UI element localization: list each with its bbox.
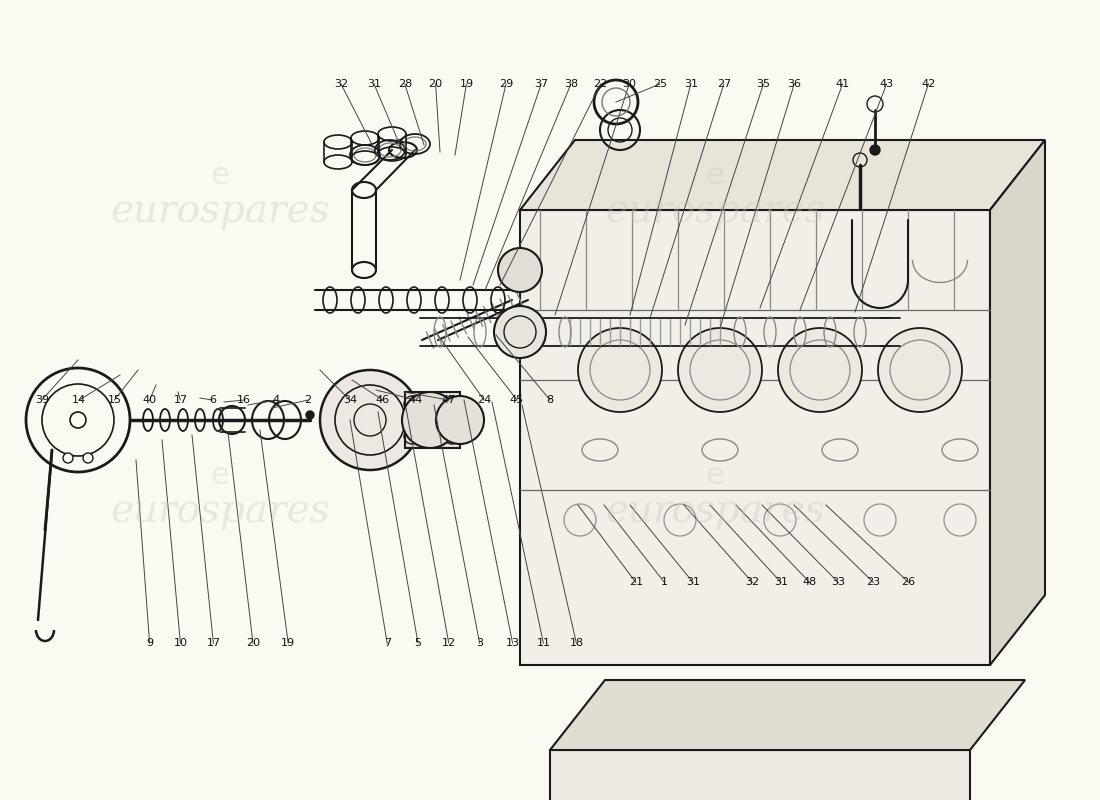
Text: 18: 18 bbox=[570, 638, 583, 648]
Text: 41: 41 bbox=[836, 79, 849, 89]
Text: 17: 17 bbox=[174, 395, 187, 405]
Text: eurospares: eurospares bbox=[110, 194, 330, 230]
Circle shape bbox=[870, 145, 880, 155]
Text: 29: 29 bbox=[499, 79, 513, 89]
Text: 27: 27 bbox=[717, 79, 730, 89]
Text: 30: 30 bbox=[623, 79, 636, 89]
Text: 48: 48 bbox=[803, 578, 816, 587]
Polygon shape bbox=[520, 140, 1045, 210]
Text: 32: 32 bbox=[746, 578, 759, 587]
Circle shape bbox=[320, 370, 420, 470]
Text: 17: 17 bbox=[207, 638, 220, 648]
Text: 9: 9 bbox=[146, 638, 153, 648]
Text: e: e bbox=[705, 162, 725, 190]
Text: 42: 42 bbox=[922, 79, 935, 89]
Circle shape bbox=[402, 392, 458, 448]
Text: 19: 19 bbox=[460, 79, 473, 89]
Text: 10: 10 bbox=[174, 638, 187, 648]
Text: 38: 38 bbox=[564, 79, 578, 89]
Text: 33: 33 bbox=[832, 578, 845, 587]
Text: 28: 28 bbox=[398, 79, 411, 89]
Text: e: e bbox=[705, 462, 725, 490]
Circle shape bbox=[498, 248, 542, 292]
Polygon shape bbox=[990, 140, 1045, 665]
Text: 22: 22 bbox=[594, 79, 607, 89]
Circle shape bbox=[494, 306, 546, 358]
Polygon shape bbox=[550, 680, 1025, 750]
Circle shape bbox=[436, 396, 484, 444]
Text: 1: 1 bbox=[661, 578, 668, 587]
Text: 7: 7 bbox=[384, 638, 390, 648]
Text: 44: 44 bbox=[409, 395, 422, 405]
Circle shape bbox=[306, 411, 313, 419]
Text: eurospares: eurospares bbox=[605, 494, 825, 530]
Text: e: e bbox=[210, 162, 230, 190]
Text: 11: 11 bbox=[537, 638, 550, 648]
Circle shape bbox=[678, 328, 762, 412]
Text: 43: 43 bbox=[880, 79, 893, 89]
Circle shape bbox=[82, 453, 94, 463]
Text: 20: 20 bbox=[429, 79, 442, 89]
Text: 46: 46 bbox=[376, 395, 389, 405]
Circle shape bbox=[878, 328, 962, 412]
Text: 13: 13 bbox=[506, 638, 519, 648]
Text: 32: 32 bbox=[334, 79, 348, 89]
Text: 15: 15 bbox=[108, 395, 121, 405]
Text: 34: 34 bbox=[343, 395, 356, 405]
Text: 31: 31 bbox=[367, 79, 381, 89]
Text: 5: 5 bbox=[415, 638, 421, 648]
Text: 45: 45 bbox=[510, 395, 524, 405]
Text: 26: 26 bbox=[902, 578, 915, 587]
Text: 16: 16 bbox=[238, 395, 251, 405]
Text: 31: 31 bbox=[684, 79, 697, 89]
Text: 25: 25 bbox=[653, 79, 667, 89]
Text: 3: 3 bbox=[476, 638, 483, 648]
Text: 40: 40 bbox=[143, 395, 156, 405]
Text: e: e bbox=[210, 462, 230, 490]
Text: 37: 37 bbox=[535, 79, 548, 89]
Text: 47: 47 bbox=[442, 395, 455, 405]
Text: 14: 14 bbox=[73, 395, 86, 405]
Text: 21: 21 bbox=[629, 578, 642, 587]
Text: 12: 12 bbox=[442, 638, 455, 648]
Circle shape bbox=[70, 412, 86, 428]
Text: 36: 36 bbox=[788, 79, 801, 89]
Circle shape bbox=[578, 328, 662, 412]
Polygon shape bbox=[550, 750, 970, 800]
Text: 20: 20 bbox=[246, 638, 260, 648]
Bar bbox=[405, 392, 460, 448]
Text: 31: 31 bbox=[774, 578, 788, 587]
Text: 6: 6 bbox=[209, 395, 216, 405]
Text: 19: 19 bbox=[282, 638, 295, 648]
Text: eurospares: eurospares bbox=[110, 494, 330, 530]
Text: 35: 35 bbox=[757, 79, 770, 89]
Circle shape bbox=[778, 328, 862, 412]
Text: 4: 4 bbox=[273, 395, 279, 405]
Text: 2: 2 bbox=[305, 395, 311, 405]
Text: 23: 23 bbox=[867, 578, 880, 587]
Circle shape bbox=[63, 453, 73, 463]
Text: eurospares: eurospares bbox=[605, 194, 825, 230]
Text: 24: 24 bbox=[477, 395, 491, 405]
Text: 31: 31 bbox=[686, 578, 700, 587]
Text: 8: 8 bbox=[547, 395, 553, 405]
Text: 39: 39 bbox=[35, 395, 48, 405]
Polygon shape bbox=[520, 210, 990, 665]
